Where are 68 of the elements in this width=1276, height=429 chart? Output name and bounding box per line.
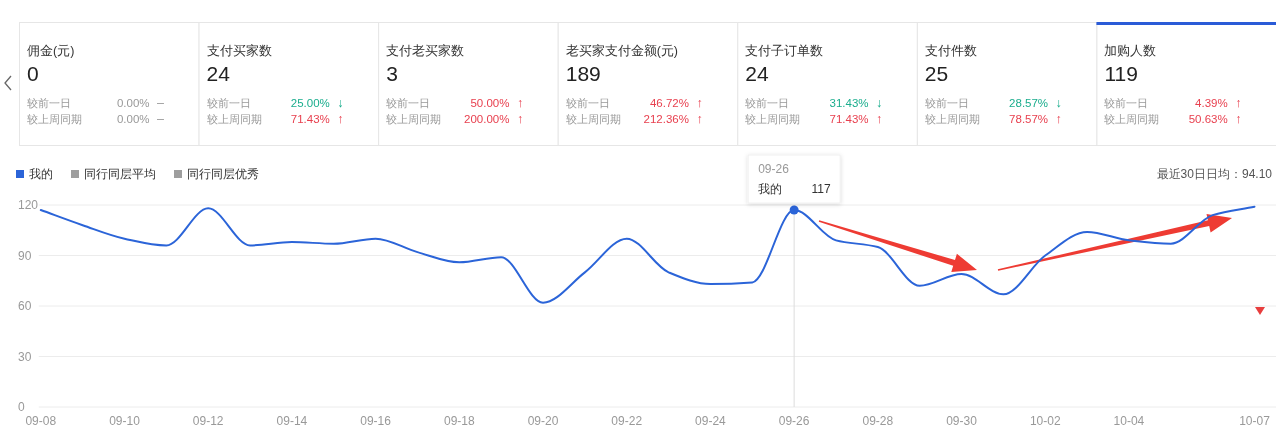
data-label: 119 xyxy=(1104,61,1138,85)
x-tick-label: 09-10 xyxy=(109,414,141,428)
category-label: 支付买家数 xyxy=(206,43,272,58)
x-tick-label: 09-28 xyxy=(862,414,894,428)
text: 较前一日 xyxy=(924,97,969,109)
data-label: 189 xyxy=(565,61,601,85)
data-label: 3 xyxy=(386,61,398,85)
data-label: 46.72% ↑ xyxy=(649,96,703,110)
data-label: 25.00% ↓ xyxy=(290,96,344,110)
x-tick-label: 09-18 xyxy=(443,414,475,428)
annotation: 09-26 xyxy=(758,162,790,177)
data-label: 25 xyxy=(924,61,949,85)
category-label: 加购人数 xyxy=(1104,44,1157,58)
legend-label: 同行同层平均 xyxy=(84,167,156,181)
x-tick-label: 09-12 xyxy=(192,414,224,428)
text: 较前一日 xyxy=(1104,97,1149,109)
data-label: 200.00% ↑ xyxy=(464,111,524,126)
data-label: 0.00% – xyxy=(116,111,165,126)
y-tick-label: 120 xyxy=(18,198,39,212)
x-tick-label: 10-07 xyxy=(1239,414,1271,428)
data-label: 71.43% ↑ xyxy=(290,111,344,126)
text: 较上周同期 xyxy=(565,112,621,125)
x-tick-label: 09-16 xyxy=(360,414,392,428)
data-label: 31.43% ↓ xyxy=(829,96,883,110)
text: 最近30日日均：94.10 xyxy=(1156,167,1273,181)
text: 较上周同期 xyxy=(924,112,980,125)
x-tick-label: 09-30 xyxy=(946,414,978,428)
x-tick-label: 09-26 xyxy=(778,414,810,428)
data-label: 212.36% ↑ xyxy=(643,111,703,126)
legend-label: 我的 xyxy=(29,167,53,181)
x-tick-label: 09-14 xyxy=(276,414,308,428)
annotation: 我的 117 xyxy=(758,182,831,197)
category-label: 老买家支付金额(元) xyxy=(565,43,679,58)
text: 较上周同期 xyxy=(745,112,801,125)
text: 较前一日 xyxy=(27,97,71,109)
data-label: 71.43% ↑ xyxy=(829,111,883,126)
text: 较上周同期 xyxy=(206,112,262,125)
data-label: 50.00% ↑ xyxy=(470,96,524,110)
x-tick-label: 09-22 xyxy=(611,414,643,428)
text: 较前一日 xyxy=(386,97,431,109)
data-label: 24 xyxy=(206,61,231,85)
x-tick-label: 10-04 xyxy=(1113,414,1145,428)
y-tick-label: 0 xyxy=(18,400,25,414)
text: 较前一日 xyxy=(206,97,251,109)
data-label: 24 xyxy=(745,61,769,85)
category-label: 支付子订单数 xyxy=(745,44,824,58)
text: 较上周同期 xyxy=(386,112,442,125)
line-series xyxy=(39,205,1256,304)
x-tick-label: 09-20 xyxy=(527,414,559,428)
text: 较上周同期 xyxy=(1104,112,1160,125)
data-label: 0.00% – xyxy=(116,96,165,110)
data-label: 50.63% ↑ xyxy=(1188,111,1242,126)
y-tick-label: 30 xyxy=(18,349,32,364)
y-tick-label: 90 xyxy=(18,248,32,263)
text: 较上周同期 xyxy=(27,112,82,125)
x-tick-label: 09-24 xyxy=(695,414,727,428)
data-label: 78.57% ↑ xyxy=(1009,111,1062,126)
y-tick-label: 60 xyxy=(18,299,32,313)
text: 较前一日 xyxy=(565,97,610,109)
legend-label: 同行同层优秀 xyxy=(187,167,259,181)
category-label: 支付老买家数 xyxy=(386,43,465,58)
data-label: 4.39% ↑ xyxy=(1195,96,1242,110)
x-tick-label: 09-08 xyxy=(25,414,57,428)
category-label: 支付件数 xyxy=(924,44,977,58)
x-tick-label: 10-02 xyxy=(1029,414,1061,428)
data-label: 28.57% ↓ xyxy=(1009,96,1062,110)
text: 较前一日 xyxy=(745,97,790,109)
category-label: 佣金(元) xyxy=(27,44,75,58)
